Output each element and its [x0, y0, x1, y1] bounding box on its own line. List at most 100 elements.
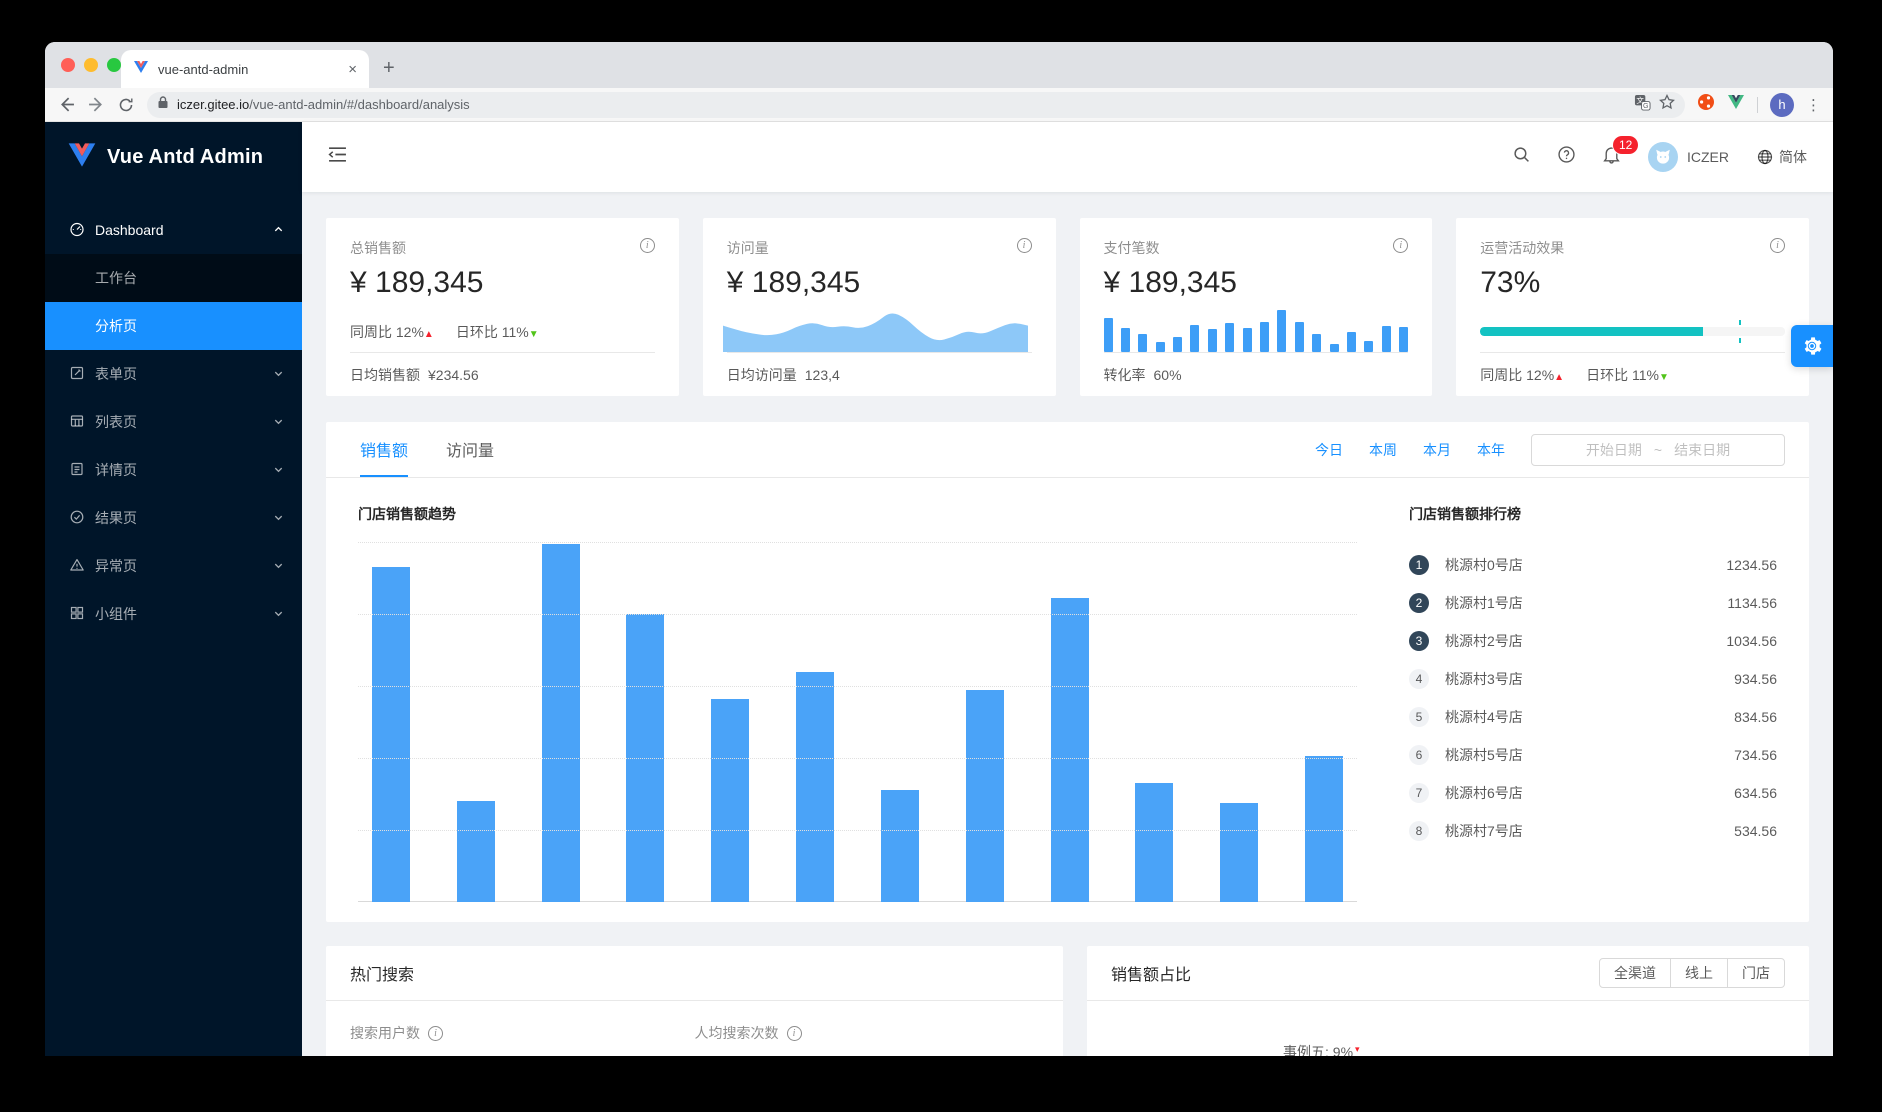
search-icon[interactable]: [1513, 146, 1530, 168]
store-name: 桃源村2号店: [1445, 633, 1523, 649]
stat-value: ¥ 189,345: [726, 266, 861, 299]
store-sales-value: 1234.56: [1726, 557, 1777, 573]
help-icon[interactable]: [1558, 146, 1575, 168]
store-name: 桃源村4号店: [1445, 709, 1523, 725]
ranking-row: 3 桃源村2号店 1034.56: [1409, 622, 1777, 660]
date-range-picker[interactable]: 开始日期 ~ 结束日期: [1531, 433, 1785, 466]
form-icon: [69, 365, 85, 384]
language-switcher[interactable]: 简体: [1757, 147, 1807, 167]
tab-visits[interactable]: 访问量: [446, 442, 495, 460]
chevron-up-icon: [273, 222, 284, 238]
store-sales-value: 934.56: [1734, 671, 1777, 687]
widget-icon: [69, 605, 85, 624]
back-icon[interactable]: [57, 96, 75, 114]
sidebar-item-4[interactable]: 列表页: [45, 398, 302, 446]
browser-menu-icon[interactable]: ⋮: [1806, 96, 1821, 114]
theme-settings-button[interactable]: [1791, 325, 1833, 367]
channel-button-group: 全渠道 线上 门店: [1599, 958, 1785, 988]
mini-bar: [1277, 310, 1287, 352]
metric-value: 12321: [350, 1053, 428, 1056]
rank-badge: 8: [1409, 821, 1429, 841]
mini-bar: [1260, 322, 1270, 352]
vue-devtools-icon[interactable]: [1727, 94, 1745, 115]
sidebar-item-7[interactable]: 异常页: [45, 542, 302, 590]
info-icon[interactable]: i: [1770, 238, 1785, 253]
range-week[interactable]: 本周: [1369, 441, 1397, 458]
tab-sales[interactable]: 销售额: [360, 422, 409, 477]
channel-all-button[interactable]: 全渠道: [1599, 958, 1671, 988]
browser-profile-avatar[interactable]: h: [1770, 92, 1794, 117]
sales-bar[interactable]: [456, 801, 495, 902]
tab-close-icon[interactable]: ×: [348, 60, 357, 78]
sales-bar[interactable]: [711, 698, 750, 902]
ranking-row: 6 桃源村5号店 734.56: [1409, 736, 1777, 774]
sidebar-item-8[interactable]: 小组件: [45, 590, 302, 638]
username: ICZER: [1687, 149, 1729, 165]
metric-value: 2.7: [695, 1053, 734, 1056]
lock-icon: [157, 95, 169, 114]
stat-card-payments: 支付笔数 i ¥ 189,345 转化率 60%: [1079, 218, 1433, 396]
info-icon[interactable]: i: [1393, 238, 1409, 253]
info-icon[interactable]: i: [639, 238, 655, 253]
extension-orange-icon[interactable]: [1697, 93, 1715, 116]
sales-bar[interactable]: [965, 689, 1004, 902]
user-menu[interactable]: ICZER: [1648, 142, 1729, 172]
info-icon[interactable]: i: [786, 1025, 802, 1041]
rank-badge: 7: [1409, 783, 1429, 803]
sales-bar[interactable]: [1220, 803, 1259, 902]
app-logo[interactable]: Vue Antd Admin: [45, 122, 302, 192]
svg-text:文: 文: [1636, 94, 1644, 104]
sidebar-item-3[interactable]: 表单页: [45, 350, 302, 398]
new-tab-button[interactable]: +: [383, 57, 395, 79]
close-window-button[interactable]: [61, 58, 75, 72]
sidebar-item-2-active[interactable]: 分析页: [45, 302, 302, 350]
mini-bar: [1225, 322, 1235, 352]
stat-title: 总销售额: [350, 240, 406, 256]
store-name: 桃源村7号店: [1445, 823, 1523, 839]
sales-bar[interactable]: [880, 790, 919, 902]
sales-bar[interactable]: [796, 671, 835, 902]
minimize-window-button[interactable]: [84, 58, 98, 72]
mini-bar: [1346, 332, 1356, 352]
stat-card-visits: 访问量 i ¥ 189,345 日均访问量 123,4: [702, 218, 1056, 396]
info-icon[interactable]: i: [428, 1025, 443, 1041]
rank-badge: 3: [1409, 631, 1429, 651]
sidebar-item-5[interactable]: 详情页: [45, 446, 302, 494]
sales-bar[interactable]: [541, 543, 580, 902]
sidebar-item-6[interactable]: 结果页: [45, 494, 302, 542]
forward-icon[interactable]: [87, 96, 105, 114]
table-icon: [69, 413, 85, 432]
sales-bar[interactable]: [372, 567, 410, 902]
notification-badge: 12: [1613, 135, 1639, 154]
menu-fold-icon[interactable]: [328, 146, 347, 168]
app-title: Vue Antd Admin: [107, 145, 264, 168]
sidebar-item-1[interactable]: 工作台: [45, 254, 302, 302]
bookmark-star-icon[interactable]: [1659, 93, 1675, 115]
page-content: 总销售额 i ¥ 189,345 同周比 12%▲ 日环比 11%▼: [302, 192, 1833, 1056]
reload-icon[interactable]: [117, 96, 135, 114]
chart-gridline: [358, 830, 1357, 831]
date-end-placeholder: 结束日期: [1674, 441, 1731, 458]
info-icon[interactable]: i: [1016, 238, 1032, 253]
mini-bar: [1190, 324, 1200, 352]
detail-icon: [69, 461, 85, 480]
address-bar[interactable]: iczer.gitee.io/vue-antd-admin/#/dashboar…: [147, 91, 1685, 118]
sales-bar[interactable]: [1050, 597, 1089, 902]
ranking-list: 1 桃源村0号店 1234.56 2 桃源村1号店 1134.56 3 桃源村2号店 1034.…: [1409, 546, 1777, 850]
browser-tab[interactable]: vue-antd-admin ×: [121, 50, 369, 88]
range-month[interactable]: 本月: [1423, 441, 1451, 458]
range-today[interactable]: 今日: [1315, 441, 1343, 458]
sales-bar[interactable]: [1304, 756, 1343, 902]
range-year[interactable]: 本年: [1477, 441, 1505, 458]
sidebar-item-0[interactable]: Dashboard: [45, 206, 302, 254]
chart-gridline: [358, 758, 1357, 759]
channel-online-button[interactable]: 线上: [1670, 958, 1728, 988]
notifications-button[interactable]: 12: [1603, 135, 1639, 169]
visits-mini-area-chart: [722, 313, 1028, 352]
channel-store-button[interactable]: 门店: [1727, 958, 1785, 988]
ranking-row: 5 桃源村4号店 834.56: [1409, 698, 1777, 736]
up-triangle-icon: ▲: [423, 329, 434, 340]
sales-bar[interactable]: [1135, 783, 1174, 902]
maximize-window-button[interactable]: [107, 58, 121, 72]
